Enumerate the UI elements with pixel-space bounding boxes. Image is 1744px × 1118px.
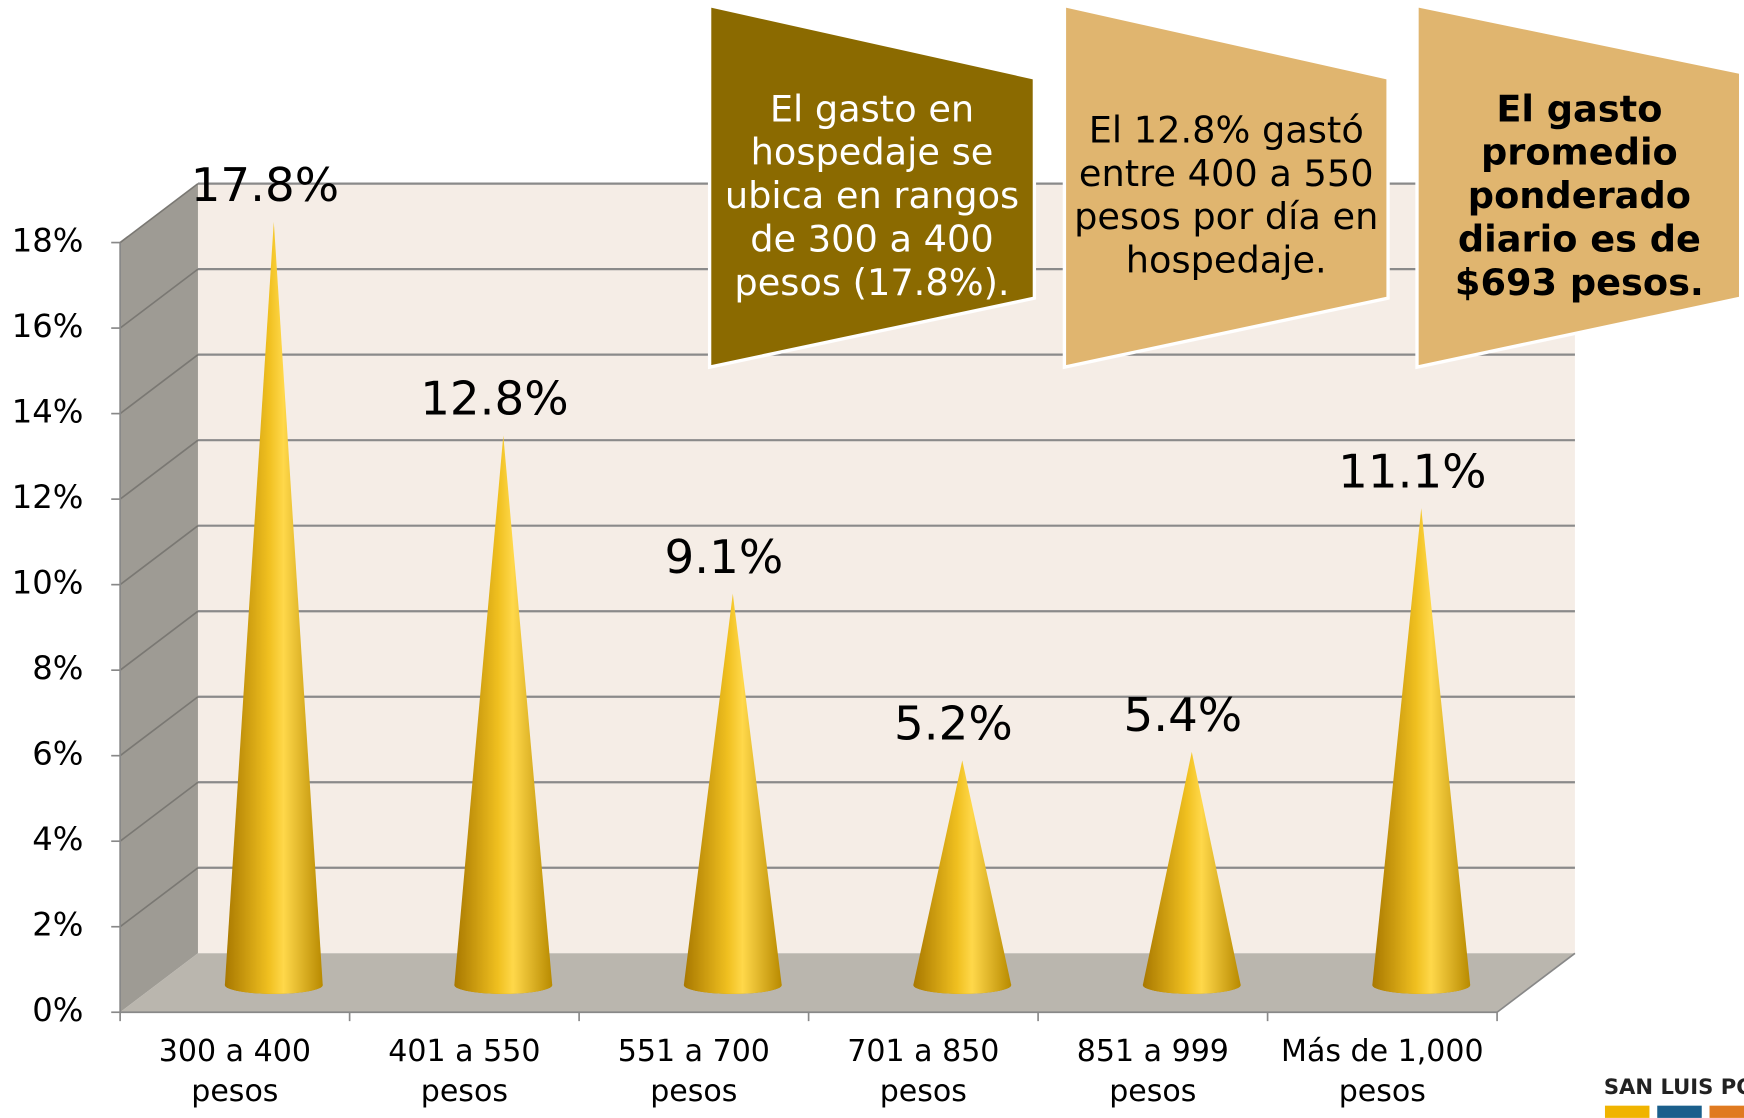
- cone-body: [224, 221, 323, 994]
- callout: El gasto promedio ponderado diario es de…: [1454, 86, 1704, 304]
- y-tick-label: 8%: [32, 649, 83, 687]
- callout-text: El gasto promedio ponderado diario es de…: [1454, 86, 1704, 304]
- y-tick-label: 18%: [12, 222, 84, 260]
- callout: El gasto en hospedaje se ubica en rangos…: [724, 86, 1020, 304]
- grid-line: [119, 525, 199, 586]
- y-tick-label: 6%: [32, 735, 83, 773]
- cone: [1372, 508, 1471, 994]
- y-tick-label: 12%: [12, 478, 84, 516]
- logo-block: [1604, 1105, 1650, 1118]
- callout-text: El gasto en hospedaje se ubica en rangos…: [724, 86, 1020, 304]
- value-label: 17.8%: [191, 159, 339, 213]
- grid-line: [119, 696, 199, 757]
- cone: [454, 435, 553, 994]
- x-tick-label-box: 401 a 550 pesos: [388, 1034, 541, 1110]
- x-tick-label-box: 300 a 400 pesos: [158, 1034, 311, 1110]
- grid-line: [119, 182, 199, 244]
- y-tick-label: 10%: [12, 564, 84, 602]
- cone: [1142, 751, 1241, 994]
- x-tick-label: Más de 1,000 pesos: [1281, 1034, 1484, 1110]
- marks: [224, 221, 1471, 994]
- cone-body: [1142, 751, 1241, 994]
- grid-line: [119, 439, 199, 500]
- grid: [111, 182, 1575, 1014]
- cone-body: [913, 760, 1012, 994]
- x-tick-label: 401 a 550 pesos: [388, 1034, 541, 1110]
- cone-body: [683, 593, 782, 994]
- x-tick-label-box: 851 a 999 pesos: [1076, 1034, 1229, 1110]
- y-tick-label: 14%: [12, 393, 84, 431]
- grid-line: [119, 781, 199, 842]
- value-label: 11.1%: [1338, 445, 1486, 499]
- value-label: 5.4%: [1124, 689, 1243, 743]
- y-tick-label: 4%: [32, 820, 83, 858]
- x-tick-label-box: 701 a 850 pesos: [847, 1034, 1000, 1110]
- cone-body: [1372, 508, 1471, 994]
- grid-line: [119, 867, 199, 928]
- grid-line: [119, 353, 199, 415]
- floor-edge: [1496, 952, 1576, 1013]
- floor: [120, 953, 1575, 1013]
- x-tick-label: 300 a 400 pesos: [158, 1034, 311, 1110]
- back-wall: [197, 183, 1575, 954]
- logo-block: [1657, 1105, 1702, 1118]
- value-label: 12.8%: [420, 373, 568, 427]
- logo-text: SAN LUIS PO: [1604, 1074, 1744, 1099]
- cone: [224, 221, 323, 994]
- cone: [683, 593, 782, 994]
- grid-line: [119, 268, 199, 329]
- x-tick-label: 851 a 999 pesos: [1076, 1034, 1229, 1110]
- y-tick-label: 16%: [12, 307, 84, 345]
- y-tick-label: 2%: [32, 906, 83, 944]
- x-tick-label: 701 a 850 pesos: [847, 1034, 1000, 1110]
- cone-body: [454, 435, 553, 994]
- callout-box: [1415, 3, 1743, 370]
- callout-box: [1062, 3, 1390, 370]
- x-tick-label: 551 a 700 pesos: [617, 1034, 770, 1110]
- value-label: 9.1%: [665, 531, 784, 585]
- grid-line: [119, 610, 199, 671]
- callout-box: [707, 3, 1037, 370]
- x-tick-label-box: 551 a 700 pesos: [617, 1034, 770, 1110]
- callout: El 12.8% gastó entre 400 a 550 pesos por…: [1074, 107, 1379, 282]
- callout-text: El 12.8% gastó entre 400 a 550 pesos por…: [1074, 107, 1379, 282]
- x-tick-label-box: Más de 1,000 pesos: [1281, 1034, 1484, 1110]
- cone: [913, 760, 1012, 994]
- side-wall: [120, 183, 198, 1013]
- logo-block: [1709, 1105, 1744, 1118]
- value-label: 5.2%: [894, 698, 1013, 752]
- y-tick-label: 0%: [32, 991, 83, 1029]
